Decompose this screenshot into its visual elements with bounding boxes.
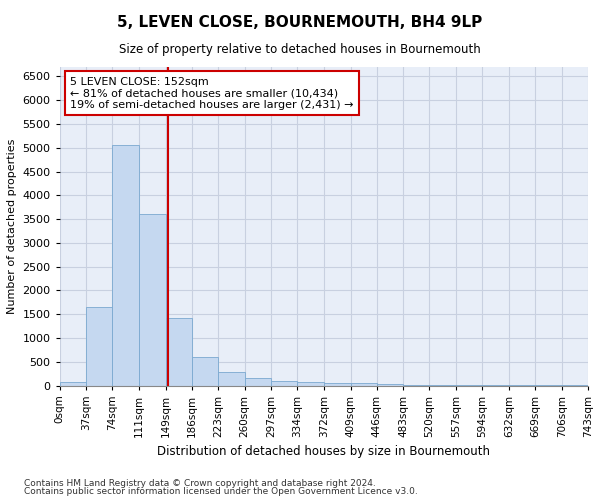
Bar: [350, 382, 377, 386]
Bar: [297, 382, 324, 386]
Text: 5, LEVEN CLOSE, BOURNEMOUTH, BH4 9LP: 5, LEVEN CLOSE, BOURNEMOUTH, BH4 9LP: [118, 15, 482, 30]
Bar: [271, 381, 297, 386]
X-axis label: Distribution of detached houses by size in Bournemouth: Distribution of detached houses by size …: [157, 445, 490, 458]
Y-axis label: Number of detached properties: Number of detached properties: [7, 138, 17, 314]
Bar: [112, 145, 139, 386]
Text: Contains HM Land Registry data © Crown copyright and database right 2024.: Contains HM Land Registry data © Crown c…: [24, 478, 376, 488]
Bar: [218, 372, 245, 386]
Bar: [403, 384, 430, 386]
Bar: [192, 356, 218, 386]
Bar: [245, 378, 271, 386]
Bar: [86, 307, 112, 386]
Bar: [377, 384, 403, 386]
Text: Size of property relative to detached houses in Bournemouth: Size of property relative to detached ho…: [119, 42, 481, 56]
Text: 5 LEVEN CLOSE: 152sqm
← 81% of detached houses are smaller (10,434)
19% of semi-: 5 LEVEN CLOSE: 152sqm ← 81% of detached …: [70, 76, 354, 110]
Bar: [139, 214, 166, 386]
Text: Contains public sector information licensed under the Open Government Licence v3: Contains public sector information licen…: [24, 488, 418, 496]
Bar: [59, 382, 86, 386]
Bar: [324, 383, 350, 386]
Bar: [166, 318, 192, 386]
